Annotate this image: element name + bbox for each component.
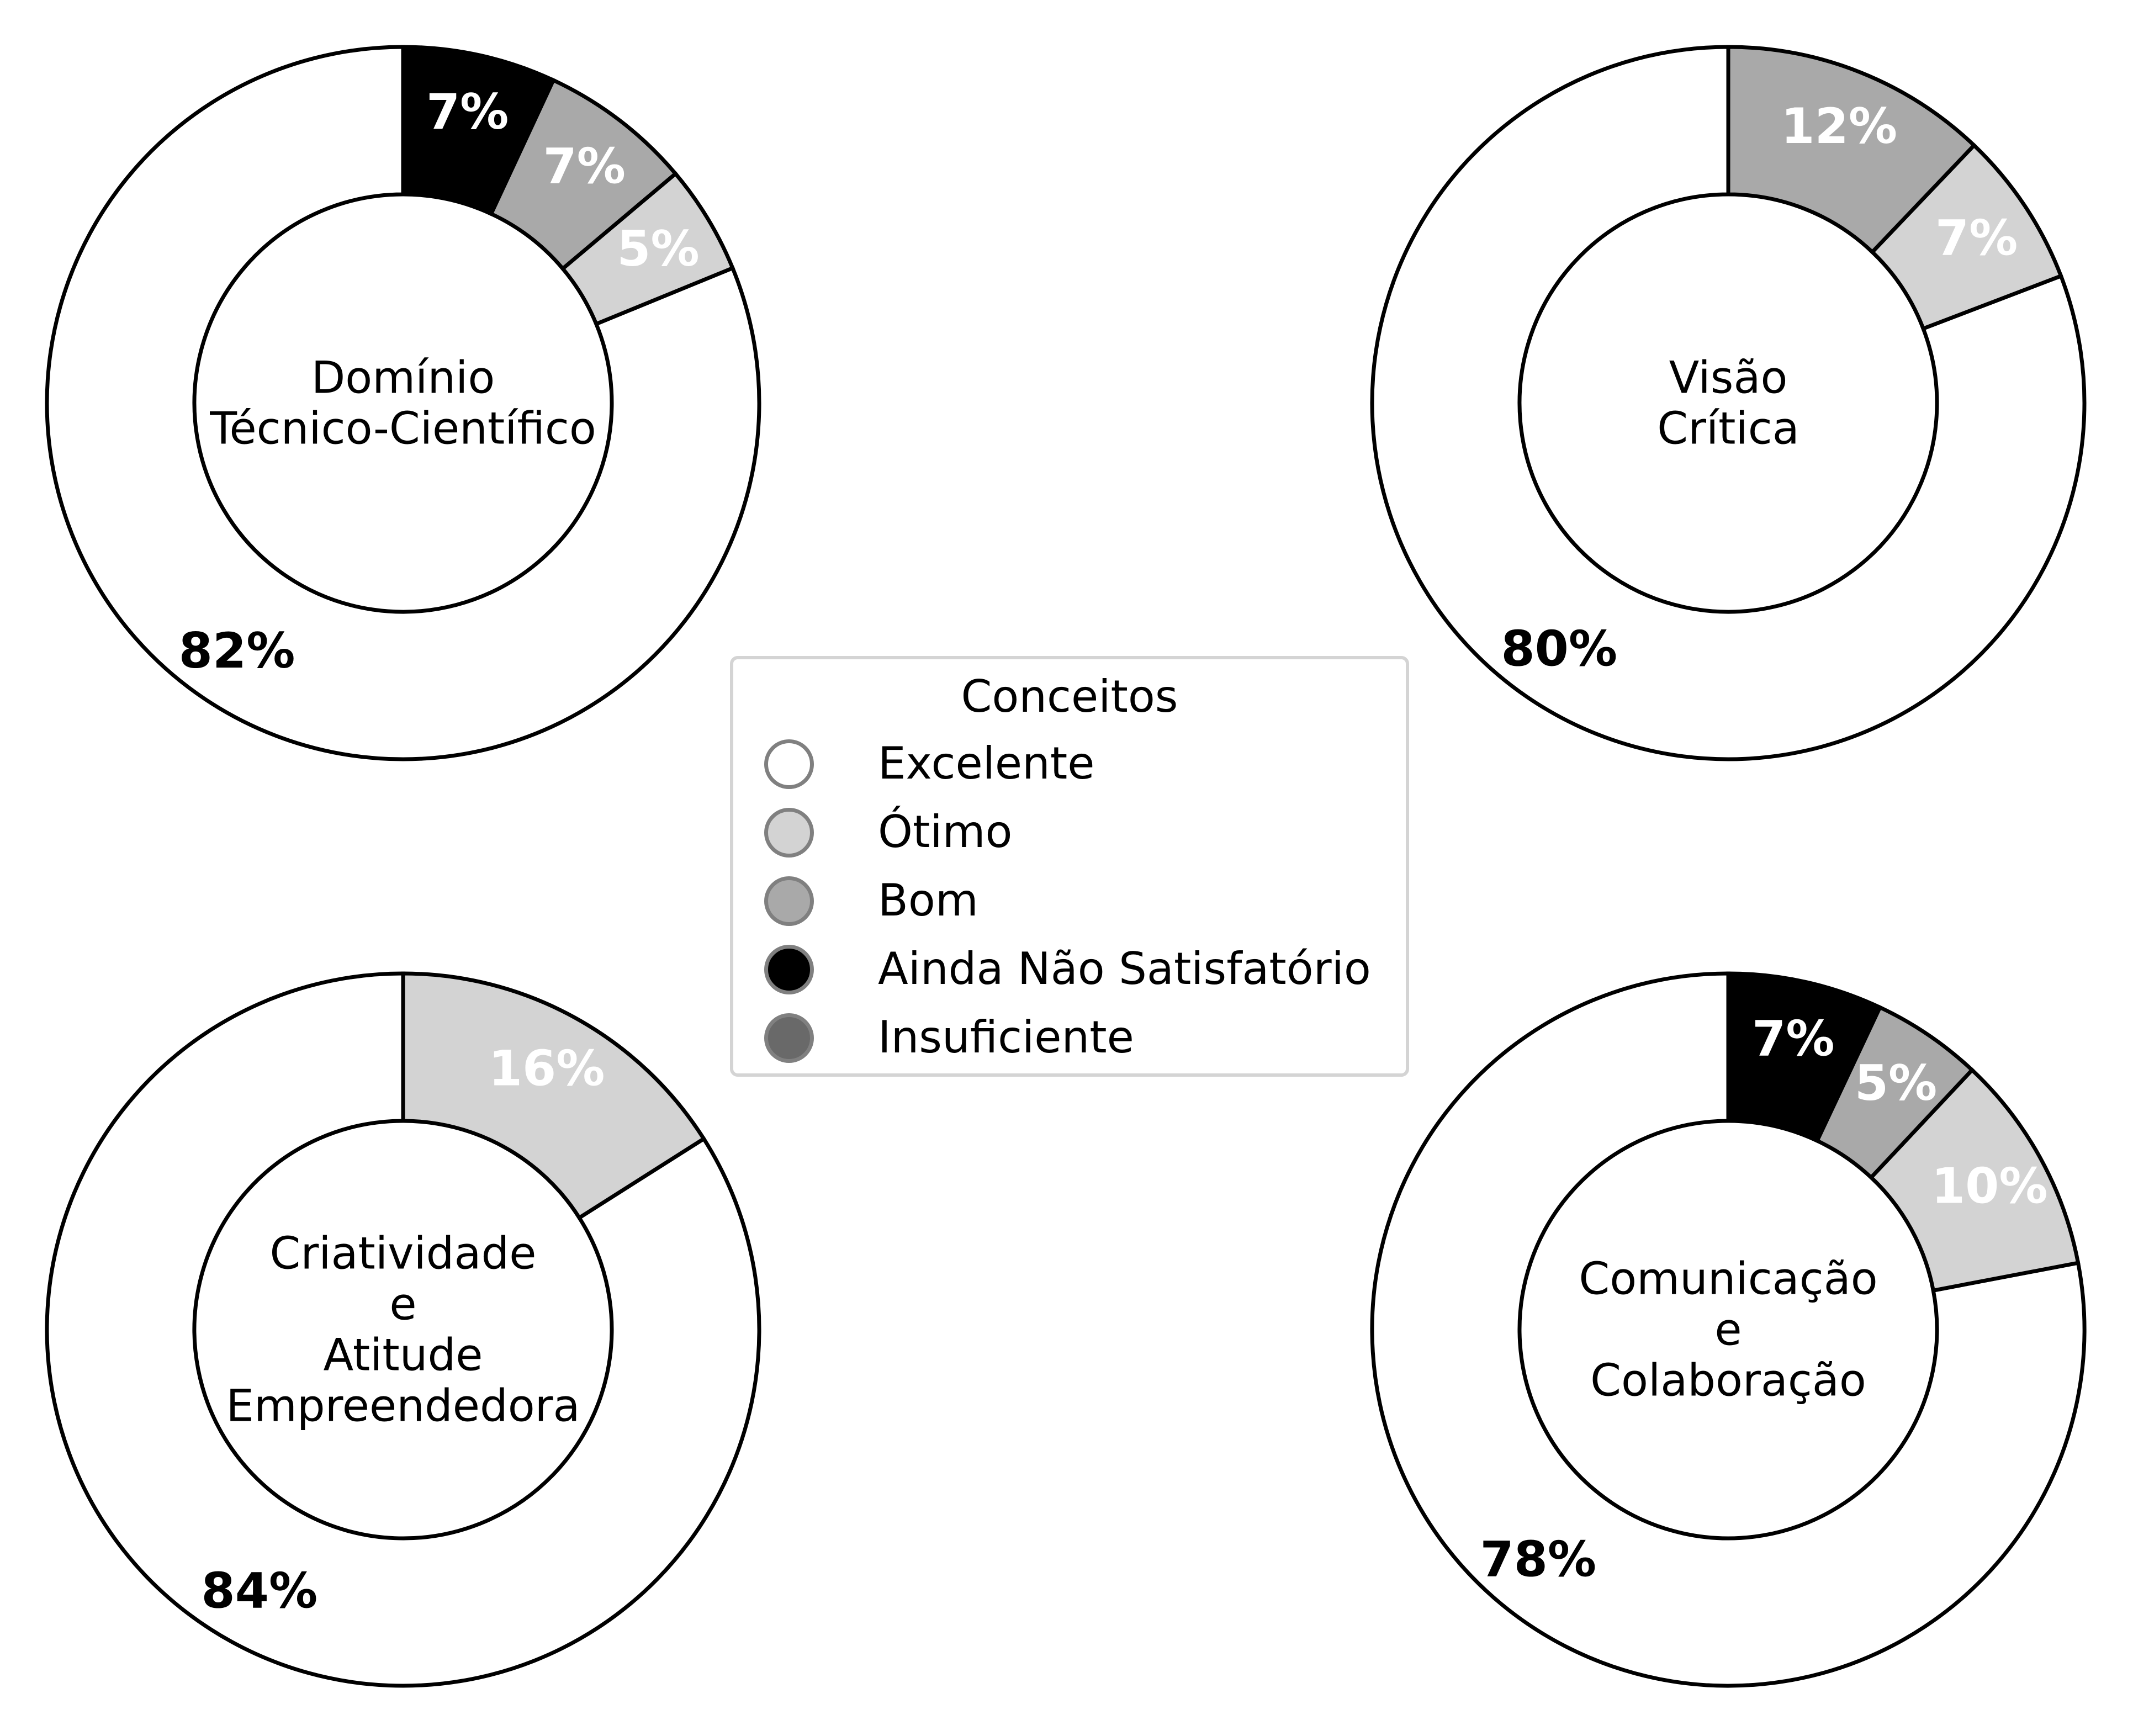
slice-otimo xyxy=(401,971,707,1221)
center-label-line: Colaboração xyxy=(1590,1355,1866,1406)
slice-label-excelente: 80% xyxy=(1501,620,1617,677)
center-label: Domínio Técnico-Científico xyxy=(209,352,596,454)
slice-otimo xyxy=(1869,142,2064,331)
slice-label-excelente: 84% xyxy=(202,1563,318,1619)
legend-marker-ainda-nao-satisfatorio xyxy=(764,945,814,994)
slice-label-otimo: 16% xyxy=(489,1040,605,1097)
center-label-line: e xyxy=(389,1279,416,1330)
slice-label-otimo: 7% xyxy=(1935,209,2018,266)
center-label-line: Comunicação xyxy=(1579,1253,1877,1305)
center-label-line: Criatividade xyxy=(270,1228,537,1279)
center-label-line: Atitude xyxy=(324,1330,483,1381)
center-label-line: Domínio xyxy=(311,352,495,404)
legend-item-ainda-nao-satisfatorio: Ainda Não Satisfatório xyxy=(733,939,1396,1008)
slice-ainda-nao-satisfatorio xyxy=(1726,971,1883,1144)
center-label-line: Empreendedora xyxy=(226,1380,580,1432)
legend-title: Conceitos xyxy=(961,671,1178,722)
slice-otimo xyxy=(560,171,735,327)
slice-label-ainda-nao-satisfatorio: 7% xyxy=(426,83,509,140)
legend-item-bom: Bom xyxy=(733,871,1396,939)
legend-label: Insuficiente xyxy=(878,1012,1134,1063)
legend-item-excelente: Excelente xyxy=(733,734,1396,802)
donut-chart-1: 82% 5% 7% 7% Domínio Técnico-Científico xyxy=(45,45,761,761)
slice-bom xyxy=(1814,1004,1975,1181)
center-label: Visão Crítica xyxy=(1657,352,1799,454)
donut-chart-3: 84% 16% Criatividade e Atitude Empreendedora xyxy=(45,971,761,1688)
center-label-line: Técnico-Científico xyxy=(209,403,596,454)
legend-label: Excelente xyxy=(878,738,1095,789)
slice-ainda-nao-satisfatorio xyxy=(401,45,556,216)
slice-label-bom: 12% xyxy=(1781,98,1897,155)
center-label: Criatividade e Atitude Empreendedora xyxy=(226,1228,580,1432)
legend-item-insuficiente: Insuficiente xyxy=(733,1008,1396,1076)
legend: Conceitos Excelente Ótimo Bom Ainda Não … xyxy=(730,656,1409,1077)
slice-label-bom: 7% xyxy=(543,138,625,195)
slice-label-excelente: 82% xyxy=(179,622,295,679)
slice-label-bom: 5% xyxy=(1855,1055,1937,1112)
legend-marker-insuficiente xyxy=(764,1013,814,1063)
legend-item-otimo: Ótimo xyxy=(733,802,1396,871)
slice-excelente xyxy=(1370,45,2087,761)
legend-label: Bom xyxy=(878,875,978,926)
center-label-line: Crítica xyxy=(1657,403,1799,454)
donut-chart-2: 80% 7% 12% Visão Crítica xyxy=(1370,45,2087,761)
slice-bom xyxy=(1726,45,1977,255)
slice-excelente xyxy=(1370,971,2087,1688)
slice-label-excelente: 78% xyxy=(1480,1531,1596,1588)
center-label-line: e xyxy=(1714,1304,1742,1356)
donut-chart-4: 78% 10% 5% 7% Comunicação e Colaboração xyxy=(1370,971,2087,1688)
center-label: Comunicação e Colaboração xyxy=(1579,1253,1877,1406)
slice-label-ainda-nao-satisfatorio: 7% xyxy=(1752,1010,1834,1067)
legend-list: Excelente Ótimo Bom Ainda Não Satisfatór… xyxy=(733,734,1396,1076)
legend-label: Ótimo xyxy=(878,806,1013,858)
slice-label-otimo: 5% xyxy=(617,220,699,277)
center-label-line: Visão xyxy=(1669,352,1788,404)
slice-bom xyxy=(488,77,679,272)
slice-excelente xyxy=(45,971,761,1688)
slice-excelente xyxy=(45,45,761,761)
legend-label: Ainda Não Satisfatório xyxy=(878,943,1371,994)
legend-marker-excelente xyxy=(764,739,814,789)
legend-marker-bom xyxy=(764,876,814,926)
legend-marker-otimo xyxy=(764,808,814,858)
slice-label-otimo: 10% xyxy=(1931,1157,2048,1214)
